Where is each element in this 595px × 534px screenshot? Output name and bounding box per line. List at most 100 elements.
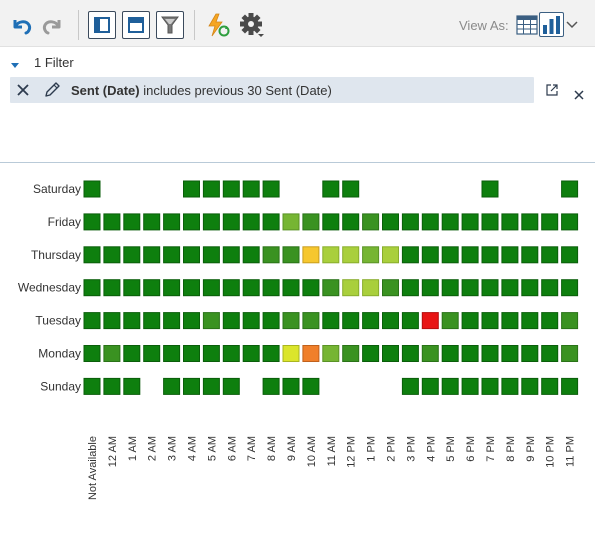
heatmap-cell[interactable] bbox=[541, 345, 559, 362]
heatmap-cell[interactable] bbox=[143, 213, 161, 231]
popout-icon[interactable] bbox=[545, 83, 559, 97]
heatmap-cell[interactable] bbox=[421, 377, 439, 395]
heatmap-cell[interactable] bbox=[342, 246, 360, 264]
heatmap-cell[interactable] bbox=[362, 279, 380, 297]
heatmap-cell[interactable] bbox=[163, 312, 181, 330]
heatmap-cell[interactable] bbox=[461, 312, 479, 330]
heatmap-cell[interactable] bbox=[163, 377, 181, 395]
heatmap-cell[interactable] bbox=[222, 345, 240, 362]
heatmap-cell[interactable] bbox=[322, 345, 340, 362]
heatmap-cell[interactable] bbox=[143, 345, 161, 362]
heatmap-cell[interactable] bbox=[421, 345, 439, 362]
heatmap-cell[interactable] bbox=[561, 377, 579, 395]
heatmap-cell[interactable] bbox=[163, 279, 181, 297]
heatmap-cell[interactable] bbox=[123, 246, 141, 264]
heatmap-cell[interactable] bbox=[143, 246, 161, 264]
table-view-icon[interactable] bbox=[516, 14, 538, 36]
heatmap-cell[interactable] bbox=[83, 377, 101, 395]
heatmap-cell[interactable] bbox=[501, 345, 519, 362]
heatmap-cell[interactable] bbox=[103, 213, 121, 231]
heatmap-cell[interactable] bbox=[163, 345, 181, 362]
heatmap-cell[interactable] bbox=[382, 279, 399, 297]
heatmap-cell[interactable] bbox=[401, 213, 419, 231]
heatmap-cell[interactable] bbox=[501, 312, 519, 330]
heatmap-cell[interactable] bbox=[103, 279, 121, 297]
chevron-down-icon[interactable] bbox=[565, 18, 579, 32]
heatmap-cell[interactable] bbox=[282, 312, 300, 330]
heatmap-cell[interactable] bbox=[481, 279, 499, 297]
redo-icon[interactable] bbox=[40, 11, 68, 39]
heatmap-cell[interactable] bbox=[441, 246, 459, 264]
heatmap-cell[interactable] bbox=[421, 312, 439, 330]
heatmap-cell[interactable] bbox=[521, 246, 539, 264]
heatmap-cell[interactable] bbox=[302, 279, 320, 297]
heatmap-cell[interactable] bbox=[561, 180, 579, 198]
heatmap-cell[interactable] bbox=[461, 279, 479, 297]
heatmap-cell[interactable] bbox=[83, 312, 101, 330]
heatmap-cell[interactable] bbox=[163, 213, 181, 231]
heatmap-cell[interactable] bbox=[401, 377, 419, 395]
heatmap-cell[interactable] bbox=[441, 345, 459, 362]
heatmap-cell[interactable] bbox=[242, 312, 260, 330]
heatmap-cell[interactable] bbox=[521, 312, 539, 330]
chart-view-icon[interactable] bbox=[539, 12, 564, 37]
heatmap-cell[interactable] bbox=[441, 279, 459, 297]
heatmap-cell[interactable] bbox=[123, 279, 141, 297]
heatmap-cell[interactable] bbox=[103, 377, 121, 395]
heatmap-cell[interactable] bbox=[183, 345, 200, 362]
heatmap-cell[interactable] bbox=[123, 213, 141, 231]
undo-icon[interactable] bbox=[6, 11, 34, 39]
heatmap-cell[interactable] bbox=[202, 377, 220, 395]
heatmap-cell[interactable] bbox=[521, 377, 539, 395]
heatmap-cell[interactable] bbox=[202, 279, 220, 297]
refresh-flash-icon[interactable] bbox=[204, 11, 232, 39]
heatmap-cell[interactable] bbox=[242, 246, 260, 264]
heatmap-cell[interactable] bbox=[262, 279, 280, 297]
heatmap-cell[interactable] bbox=[541, 279, 559, 297]
heatmap-cell[interactable] bbox=[222, 312, 240, 330]
heatmap-cell[interactable] bbox=[441, 312, 459, 330]
heatmap-cell[interactable] bbox=[481, 345, 499, 362]
heatmap-cell[interactable] bbox=[322, 180, 340, 198]
heatmap-cell[interactable] bbox=[103, 246, 121, 264]
heatmap-cell[interactable] bbox=[362, 345, 380, 362]
heatmap-cell[interactable] bbox=[342, 312, 360, 330]
heatmap-cell[interactable] bbox=[222, 213, 240, 231]
heatmap-cell[interactable] bbox=[282, 246, 300, 264]
heatmap-cell[interactable] bbox=[501, 279, 519, 297]
heatmap-cell[interactable] bbox=[401, 279, 419, 297]
heatmap-cell[interactable] bbox=[362, 312, 380, 330]
heatmap-cell[interactable] bbox=[262, 213, 280, 231]
edit-filter-icon[interactable] bbox=[43, 81, 61, 99]
heatmap-cell[interactable] bbox=[441, 377, 459, 395]
heatmap-cell[interactable] bbox=[262, 312, 280, 330]
heatmap-cell[interactable] bbox=[322, 246, 340, 264]
heatmap-cell[interactable] bbox=[202, 345, 220, 362]
heatmap-cell[interactable] bbox=[302, 377, 320, 395]
settings-gear-icon[interactable] bbox=[238, 11, 266, 39]
heatmap-cell[interactable] bbox=[222, 180, 240, 198]
heatmap-cell[interactable] bbox=[282, 345, 300, 362]
heatmap-cell[interactable] bbox=[242, 213, 260, 231]
heatmap-cell[interactable] bbox=[382, 345, 399, 362]
heatmap-cell[interactable] bbox=[183, 312, 200, 330]
heatmap-cell[interactable] bbox=[123, 312, 141, 330]
heatmap-cell[interactable] bbox=[461, 377, 479, 395]
heatmap-cell[interactable] bbox=[262, 377, 280, 395]
heatmap-cell[interactable] bbox=[302, 213, 320, 231]
heatmap-cell[interactable] bbox=[322, 213, 340, 231]
heatmap-cell[interactable] bbox=[362, 246, 380, 264]
heatmap-cell[interactable] bbox=[481, 312, 499, 330]
heatmap-cell[interactable] bbox=[262, 345, 280, 362]
heatmap-cell[interactable] bbox=[103, 345, 121, 362]
filter-chip[interactable]: Sent (Date) includes previous 30 Sent (D… bbox=[10, 77, 534, 103]
heatmap-cell[interactable] bbox=[322, 312, 340, 330]
heatmap-cell[interactable] bbox=[222, 279, 240, 297]
heatmap-cell[interactable] bbox=[262, 180, 280, 198]
heatmap-cell[interactable] bbox=[401, 246, 419, 264]
heatmap-cell[interactable] bbox=[163, 246, 181, 264]
heatmap-cell[interactable] bbox=[83, 345, 101, 362]
heatmap-cell[interactable] bbox=[183, 180, 200, 198]
heatmap-cell[interactable] bbox=[242, 180, 260, 198]
filter-collapse-caret-icon[interactable] bbox=[9, 57, 21, 68]
